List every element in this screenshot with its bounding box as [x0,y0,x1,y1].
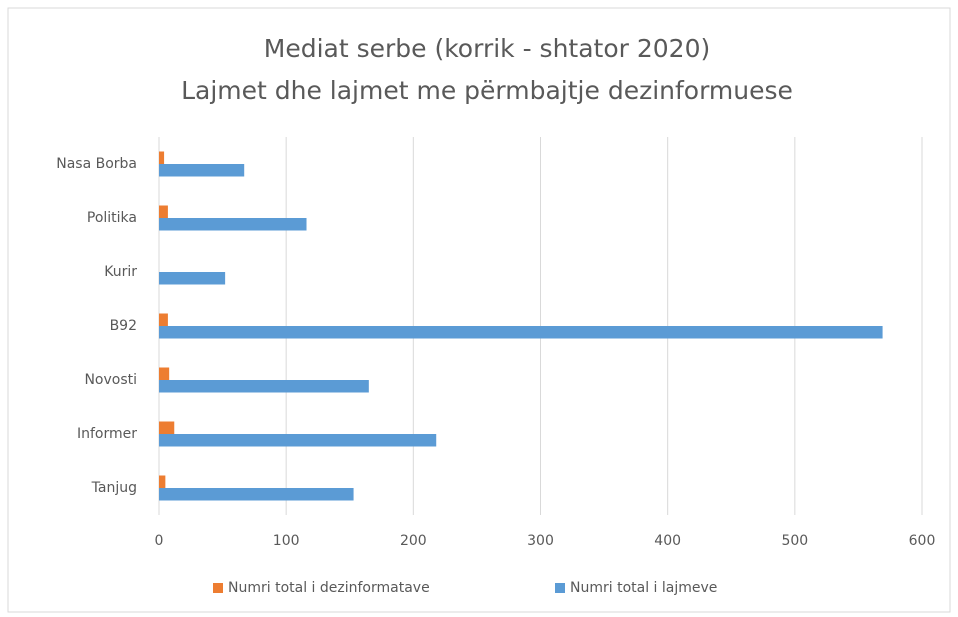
x-tick-label: 200 [400,533,427,549]
bar [159,475,166,488]
x-tick-label: 600 [909,533,936,549]
legend-label: Numri total i dezinformatave [228,580,430,596]
legend-swatch [555,583,565,593]
y-tick-label: Tanjug [91,480,137,496]
bar [159,151,165,164]
x-tick-label: 300 [527,533,554,549]
y-tick-label: B92 [110,318,137,334]
bar [159,326,883,339]
y-tick-label: Novosti [84,372,137,388]
bar [159,218,307,231]
y-tick-label: Politika [87,210,137,226]
y-tick-label: Kurir [104,264,137,280]
bar [159,272,226,285]
legend-swatch [213,583,223,593]
x-tick-label: 500 [781,533,808,549]
legend-label: Numri total i lajmeve [570,580,717,596]
chart-frame [7,7,951,613]
chart-title: Mediat serbe (korrik - shtator 2020) [264,34,711,63]
chart-subtitle: Lajmet dhe lajmet me përmbajtje dezinfor… [181,76,793,105]
x-tick-label: 100 [273,533,300,549]
bar [159,313,168,326]
bar [159,367,170,380]
bar [159,488,354,501]
bar [159,434,437,447]
x-tick-label: 0 [155,533,164,549]
bar [159,380,369,393]
bar [159,205,168,218]
bar [159,421,175,434]
y-tick-label: Nasa Borba [56,156,137,172]
x-tick-label: 400 [654,533,681,549]
y-tick-label: Informer [77,426,137,442]
bar [159,164,245,177]
